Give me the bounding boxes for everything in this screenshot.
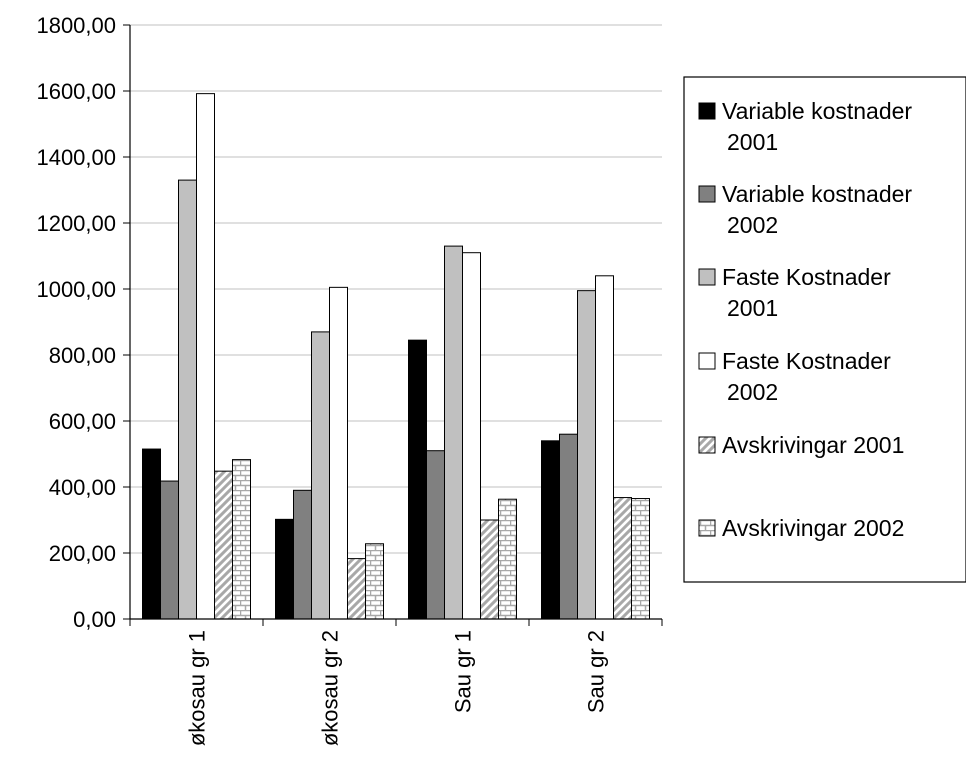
bar [196,93,215,620]
legend-swatch [698,102,716,120]
legend-swatch [698,352,716,370]
x-tick-label: Sau gr 2 [584,630,609,713]
legend-label: Variable kostnader [722,181,912,207]
y-tick-label: 1000,00 [36,277,116,302]
bar [232,459,251,620]
y-tick-label: 1600,00 [36,79,116,104]
y-tick-label: 800,00 [49,343,116,368]
y-tick-label: 400,00 [49,475,116,500]
legend-label: Avskrivingar 2002 [722,515,904,541]
y-tick-label: 200,00 [49,541,116,566]
legend-label: Faste Kostnader [722,264,891,290]
legend-swatch [698,436,716,454]
bar [631,498,650,620]
bar [595,275,614,620]
y-tick-label: 1800,00 [36,13,116,38]
legend: Variable kostnader 2001 Variable kostnader… [683,76,966,583]
bar [541,440,560,620]
legend-swatch [698,519,716,537]
y-tick-label: 0,00 [73,607,116,632]
bar [408,339,427,620]
bar [275,518,294,620]
x-tick-label: økosau gr 1 [185,630,210,746]
bar [142,448,161,620]
bar [444,245,463,620]
bars [142,93,650,620]
bar [347,558,366,620]
axes [123,24,663,626]
legend-label: Faste Kostnader [722,348,891,374]
legend-swatch [698,268,716,286]
legend-label: Avskrivingar 2001 [722,432,904,458]
bar [426,450,445,620]
legend-swatch [698,185,716,203]
bar [480,519,499,620]
legend-box [683,76,966,583]
bar [311,331,330,620]
y-tick-label: 600,00 [49,409,116,434]
x-tick-label: økosau gr 2 [318,630,343,746]
tick-labels: 0,00 200,00 400,00 600,00 800,00 1000,00 1200,… [36,13,608,746]
legend-label: 2002 [727,212,778,238]
y-tick-label: 1400,00 [36,145,116,170]
bar [577,290,596,620]
bar [498,498,517,620]
legend-label: 2001 [727,129,778,155]
legend-label: 2001 [727,295,778,321]
legend-label: 2002 [727,379,778,405]
bar [462,252,481,620]
y-tick-label: 1200,00 [36,211,116,236]
x-tick-label: Sau gr 1 [451,630,476,713]
bar [214,470,233,620]
legend-label: Variable kostnader [722,98,912,124]
bar [613,497,632,620]
bar [160,480,179,620]
bar [559,433,578,620]
bar [365,543,384,620]
bar [293,489,312,620]
bar [329,286,348,620]
bar [178,179,197,620]
